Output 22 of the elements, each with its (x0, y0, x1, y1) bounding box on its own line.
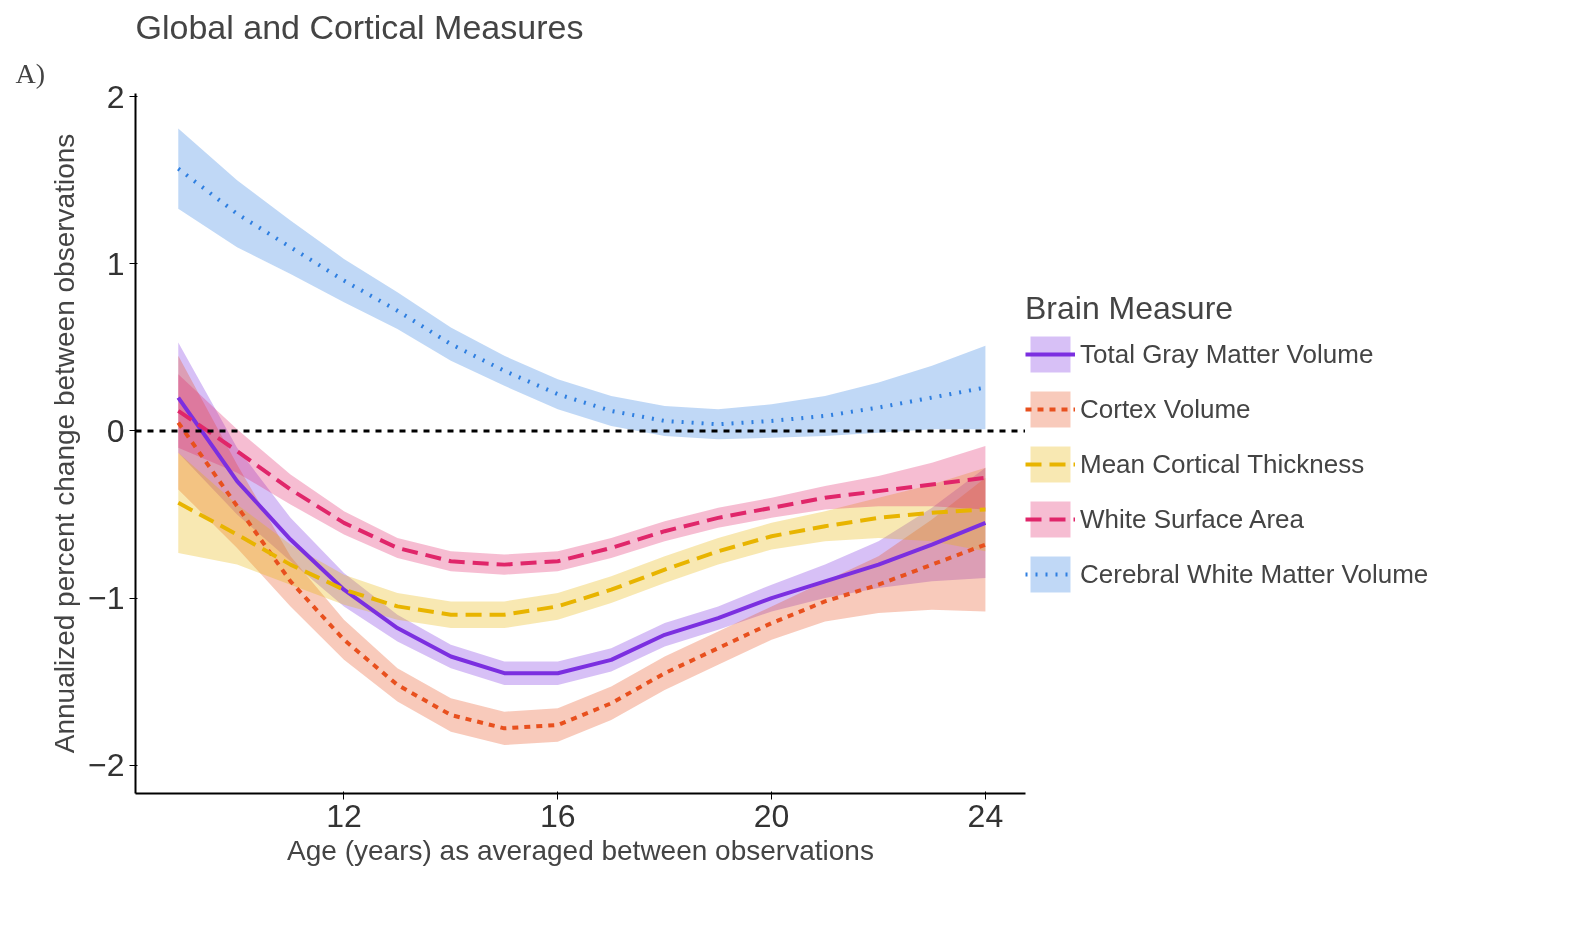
line-series (176, 395, 988, 676)
y-tick-label: 0 (106, 412, 125, 449)
legend-label: Total Gray Matter Volume (1080, 338, 1374, 370)
legend-label: Cerebral White Matter Volume (1080, 558, 1429, 590)
y-tick-label: −2 (88, 747, 125, 784)
line-series (176, 500, 988, 617)
x-tick-label: 16 (539, 797, 576, 834)
x-tick-label: 24 (967, 797, 1004, 834)
x-axis-title: Age (years) as averaged between observations (287, 834, 874, 866)
x-tick-label: 20 (753, 797, 790, 834)
legend-label: Mean Cortical Thickness (1080, 448, 1365, 480)
text: A) (15, 57, 46, 89)
legend-label: Cortex Volume (1080, 393, 1251, 425)
y-tick-label: 2 (106, 78, 125, 115)
legend-title: Brain Measure (1025, 289, 1235, 327)
y-tick-label: 1 (106, 245, 125, 282)
line-series (176, 420, 988, 731)
chart-title: Global and Cortical Measures (135, 7, 584, 46)
y-tick-label: −1 (88, 580, 125, 617)
y-axis-title: Annualized percent change between observations (49, 133, 81, 754)
x-tick-label: 12 (326, 797, 362, 834)
legend-label: White Surface Area (1080, 503, 1304, 535)
